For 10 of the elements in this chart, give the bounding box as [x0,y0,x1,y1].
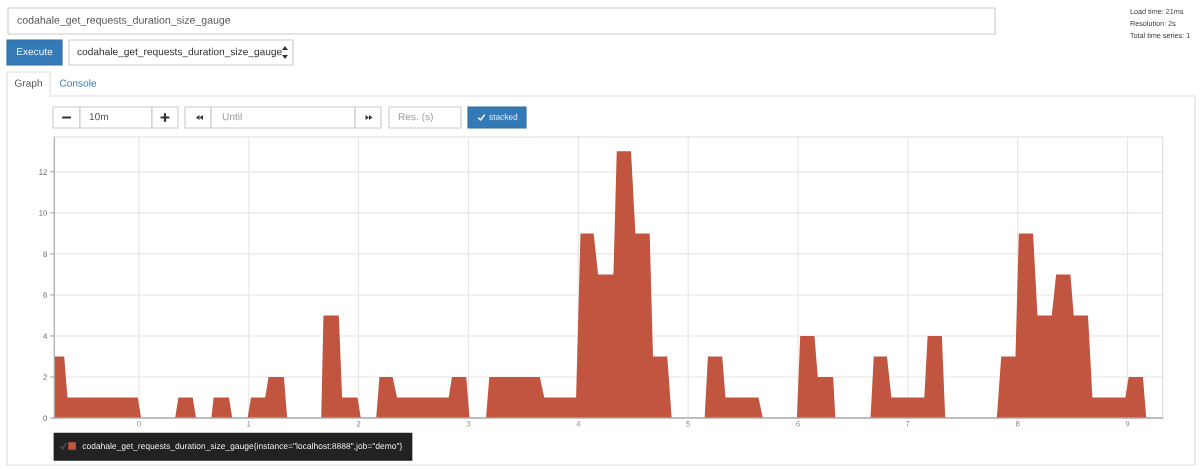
text: Res. (s) [398,112,433,123]
text: Console [59,79,97,87]
legend-label: codahale_get_requests_duration_size_gauge{instance="localhost:8888",job="demo"} [82,442,403,451]
text: stacked [489,113,518,120]
text: Graph [14,79,42,89]
text: Execute [17,48,53,56]
chart-title: codahale_get_requests_duration_size_gauge [17,16,231,26]
text: 10m [89,113,109,121]
text: Until [222,112,242,121]
text: codahale_get_requests_duration_size_gauge [77,47,282,58]
